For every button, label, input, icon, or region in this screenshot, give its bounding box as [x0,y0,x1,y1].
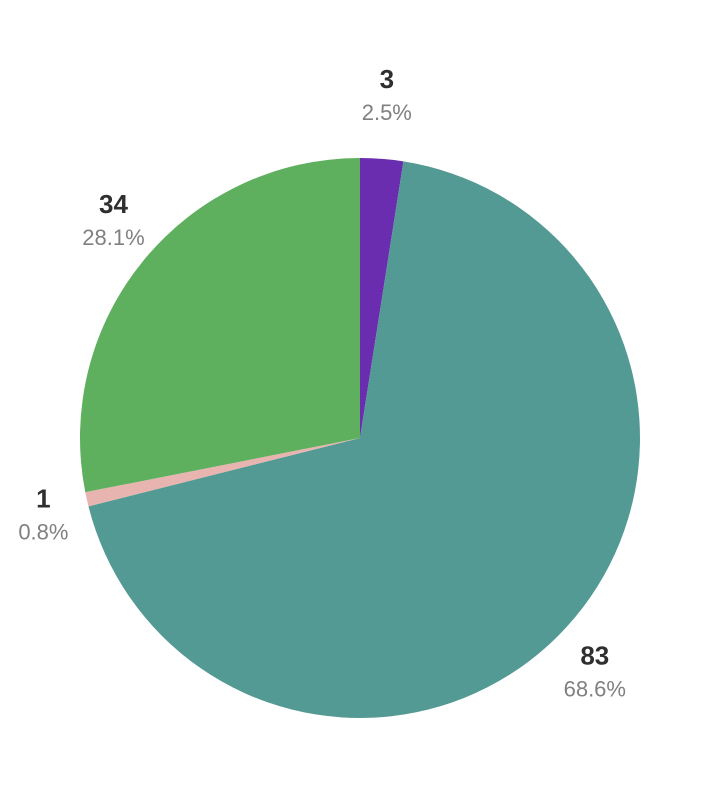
pie-label-3: 3 2.5% [362,64,412,125]
pie-slices [79,158,640,718]
pie-slice-3 [360,158,404,438]
slice-percent-label: 28.1% [82,225,144,250]
pie-labels: 3 2.5% 83 68.6% 1 0.8% 34 28.1% [18,64,626,702]
slice-value-label: 83 [580,641,609,671]
slice-value-label: 34 [99,189,128,219]
slice-percent-label: 0.8% [18,520,68,545]
slice-percent-label: 2.5% [362,100,412,125]
pie-slice-1 [85,438,360,507]
slice-value-label: 1 [36,484,50,514]
pie-label-34: 34 28.1% [82,189,144,250]
pie-label-83: 83 68.6% [564,641,626,702]
pie-label-1: 1 0.8% [18,484,68,545]
slice-value-label: 3 [380,64,394,94]
pie-slice-34 [79,158,360,493]
slice-percent-label: 68.6% [564,677,626,702]
pie-slice-83 [88,161,640,718]
